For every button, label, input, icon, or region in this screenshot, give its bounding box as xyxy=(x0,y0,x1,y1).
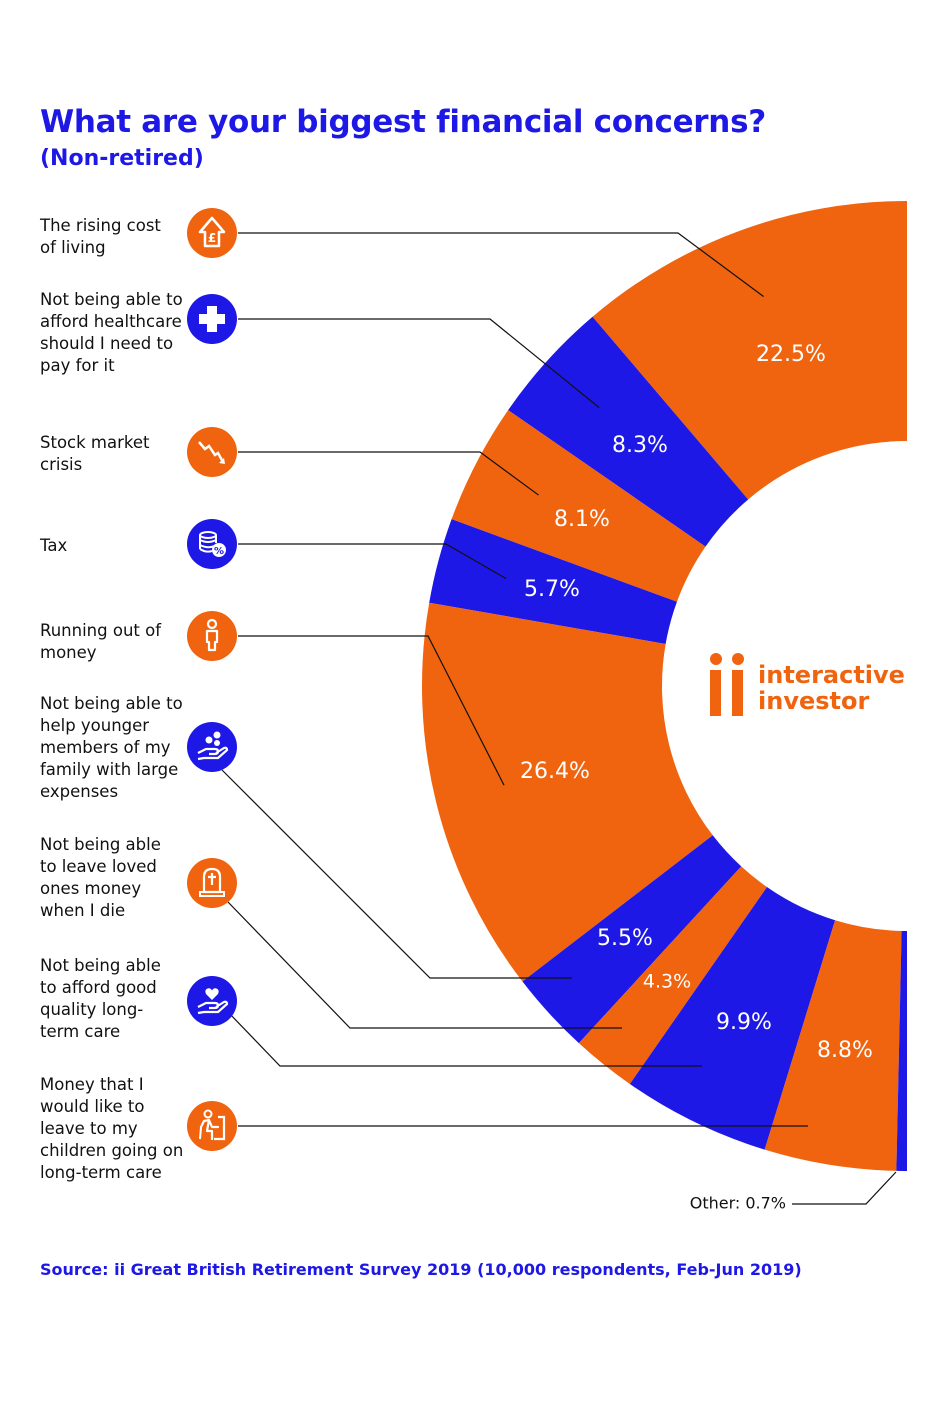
chart-subtitle: (Non-retired) xyxy=(40,146,204,171)
donut-slice-0 xyxy=(592,201,907,500)
medical-cross-icon xyxy=(187,294,237,344)
logo-wordmark: interactive investor xyxy=(758,662,905,714)
coins-percent-icon: % xyxy=(187,519,237,569)
elderly-person-icon xyxy=(187,1101,237,1151)
category-label-cost-of-living: The rising cost of living xyxy=(40,216,161,257)
donut-slice-7 xyxy=(629,887,836,1150)
category-label-help-family: Not being able to help younger members o… xyxy=(40,694,183,801)
donut-slice-6 xyxy=(578,866,767,1085)
leader-line-3 xyxy=(238,543,507,580)
source-note: Source: ii Great British Retirement Surv… xyxy=(40,1260,802,1279)
donut-slice-3 xyxy=(429,519,677,644)
gravestone-icon xyxy=(187,858,237,908)
leader-line-7 xyxy=(227,1011,702,1067)
ii-logo-icon xyxy=(710,653,744,716)
value-label-2: 8.1% xyxy=(554,507,610,532)
chart-title: What are your biggest financial concerns… xyxy=(40,104,766,140)
donut-slice-4 xyxy=(422,602,713,982)
hand-heart-icon xyxy=(187,976,237,1026)
leader-line-0 xyxy=(238,232,764,298)
value-label-0: 22.5% xyxy=(756,342,826,367)
interactive-investor-logo: interactive investor xyxy=(708,652,905,722)
leader-line-6 xyxy=(227,901,622,1029)
pound-up-arrow-icon: £ xyxy=(187,208,237,258)
category-label-stock-market: Stock market crisis xyxy=(40,433,150,474)
category-label-tax: Tax xyxy=(40,536,68,555)
donut-slice-2 xyxy=(451,410,706,602)
leader-lines xyxy=(221,232,897,1205)
value-label-4: 26.4% xyxy=(520,759,590,784)
category-label-running-out: Running out of money xyxy=(40,621,162,662)
value-label-8: 8.8% xyxy=(817,1038,873,1063)
person-icon xyxy=(187,611,237,661)
category-label-children-care: Money that I would like to leave to my c… xyxy=(40,1075,184,1182)
value-label-5: 5.5% xyxy=(597,926,653,951)
donut-slice-9 xyxy=(896,930,907,1171)
value-label-1: 8.3% xyxy=(612,433,668,458)
value-label-6: 4.3% xyxy=(643,971,691,993)
logo-line2: investor xyxy=(758,687,870,715)
category-label-leave-money: Not being able to leave loved ones money… xyxy=(40,835,161,920)
category-label-long-term-care: Not being able to afford good quality lo… xyxy=(40,956,161,1041)
donut-slice-5 xyxy=(522,835,742,1044)
donut-slice-8 xyxy=(764,920,902,1171)
falling-chart-icon xyxy=(187,427,237,477)
hand-coins-icon xyxy=(187,722,237,772)
svg-text:£: £ xyxy=(208,231,216,245)
value-label-7: 9.9% xyxy=(716,1010,772,1035)
value-label-3: 5.7% xyxy=(524,577,580,602)
value-label-other: Other: 0.7% xyxy=(690,1194,786,1213)
logo-line1: interactive xyxy=(758,661,905,689)
leader-line-4 xyxy=(238,635,505,786)
category-label-healthcare: Not being able to afford healthcare shou… xyxy=(40,290,183,375)
donut-slice-1 xyxy=(508,316,749,547)
leader-line-2 xyxy=(238,451,539,496)
slice-value-labels: 22.5% 8.3% 8.1% 5.7% 26.4% 5.5% 4.3% 9.9% 8.8% Ot… xyxy=(520,342,873,1213)
leader-line-5 xyxy=(221,769,572,979)
leader-line-1 xyxy=(238,318,600,409)
svg-text:%: % xyxy=(214,546,224,557)
leader-line-other xyxy=(792,1171,897,1205)
